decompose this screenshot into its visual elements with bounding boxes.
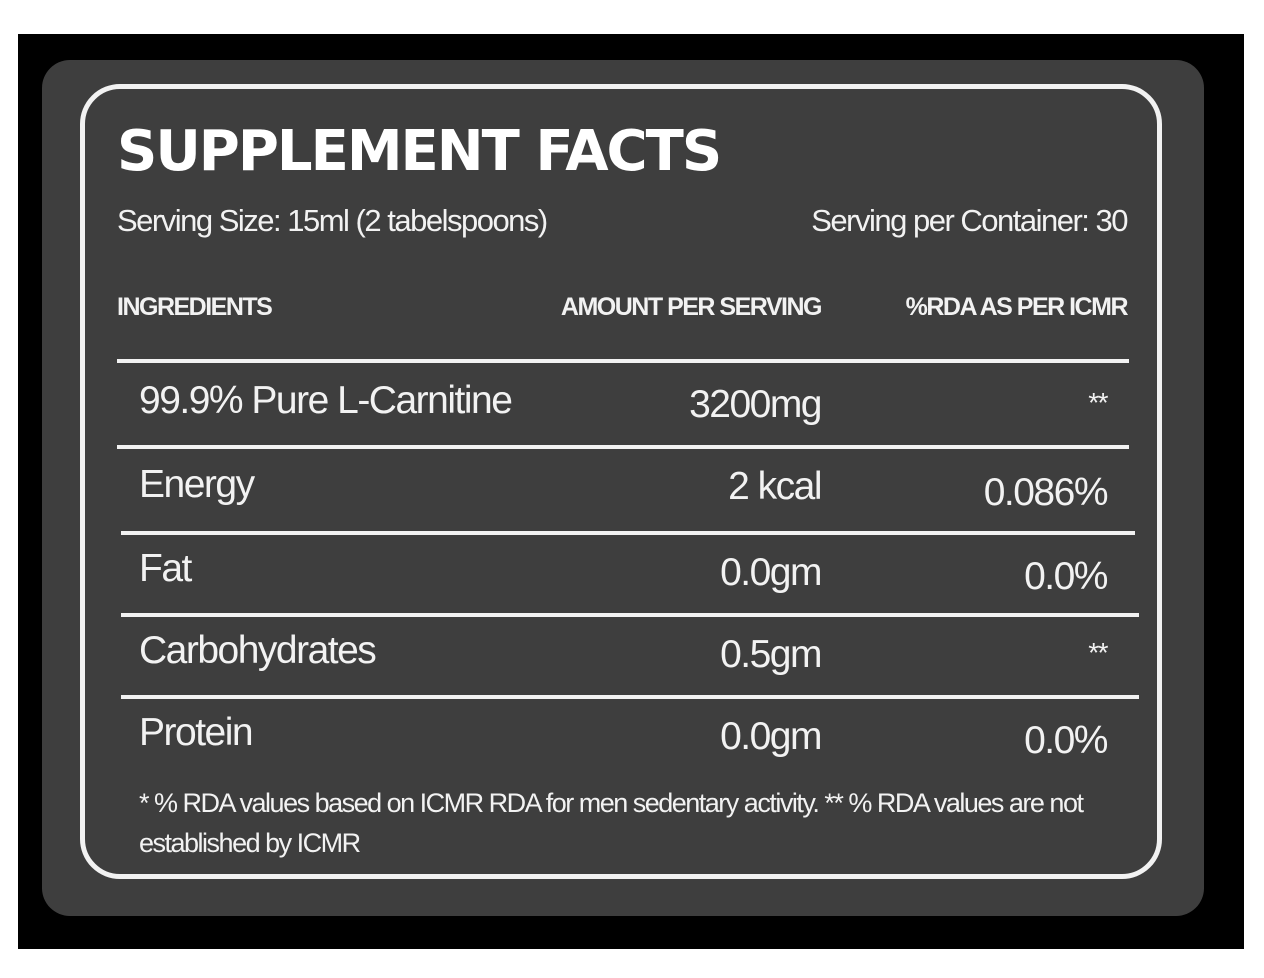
ingredient-amount: 2 kcal (728, 465, 822, 508)
ingredient-rda: ** (1088, 387, 1108, 418)
ingredient-name: Fat (139, 547, 192, 590)
divider (121, 695, 1139, 699)
column-header-rda: %RDA AS PER ICMR (905, 293, 1129, 321)
serving-size: Serving Size: 15ml (2 tabelspoons) (117, 203, 548, 238)
ingredient-name: Carbohydrates (139, 629, 377, 672)
supplement-facts-card: SUPPLEMENT FACTS Serving Size: 15ml (2 t… (80, 84, 1162, 879)
ingredient-amount: 0.5gm (720, 633, 822, 676)
divider (121, 613, 1139, 617)
servings-per-container: Serving per Container: 30 (811, 203, 1128, 238)
page-title: SUPPLEMENT FACTS (117, 119, 722, 184)
ingredient-rda: 0.0% (1024, 719, 1108, 762)
column-header-amount: AMOUNT PER SERVING (560, 293, 823, 321)
ingredient-rda: 0.086% (983, 471, 1109, 514)
ingredient-amount: 0.0gm (720, 715, 822, 758)
column-header-ingredients: INGREDIENTS (117, 293, 273, 321)
divider (117, 359, 1129, 363)
ingredient-name: Protein (139, 711, 254, 754)
ingredient-rda: 0.0% (1024, 555, 1108, 598)
divider (121, 531, 1135, 535)
ingredient-name: 99.9% Pure L-Carnitine (139, 379, 513, 422)
divider (117, 445, 1129, 449)
label-background: SUPPLEMENT FACTS Serving Size: 15ml (2 t… (42, 60, 1204, 916)
ingredient-amount: 0.0gm (720, 551, 822, 594)
image-frame: SUPPLEMENT FACTS Serving Size: 15ml (2 t… (18, 34, 1244, 949)
ingredient-name: Energy (139, 463, 255, 506)
footnote: * % RDA values based on ICMR RDA for men… (139, 788, 1084, 858)
ingredient-rda: ** (1088, 637, 1108, 668)
ingredient-amount: 3200mg (689, 383, 822, 426)
